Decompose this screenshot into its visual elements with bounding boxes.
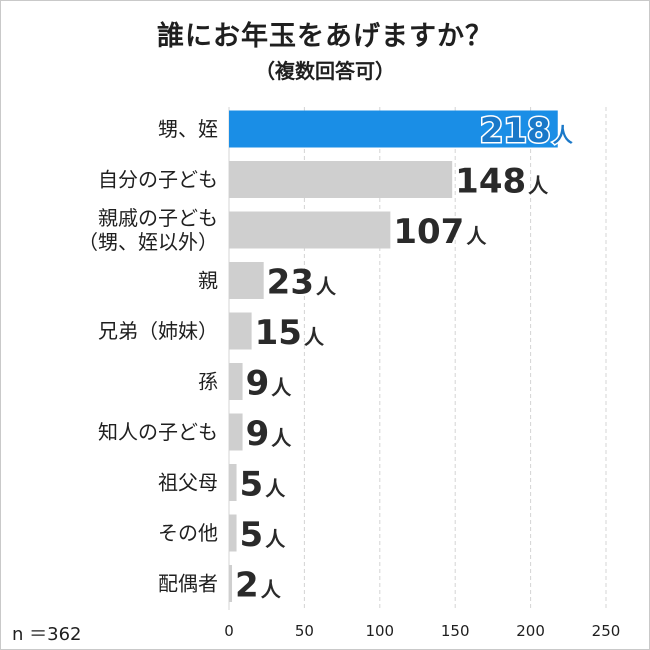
value-label: 107 人	[393, 212, 487, 252]
value-label: 218 人	[480, 111, 574, 151]
value-label: 15 人	[255, 313, 325, 353]
x-tick-label: 0	[224, 622, 234, 640]
chart-subtitle: （複数回答可）	[255, 59, 395, 83]
category-label: 孫	[198, 370, 218, 394]
category-label: （甥、姪以外）	[78, 230, 218, 254]
x-tick-label: 200	[516, 622, 545, 640]
chart-title: 誰にお年玉をあげますか？	[157, 21, 493, 52]
bar	[229, 161, 453, 198]
bar	[229, 262, 264, 299]
bar	[229, 110, 558, 148]
category-label: 親戚の子ども	[98, 206, 218, 230]
x-tick-label: 100	[365, 622, 394, 640]
category-label: 自分の子ども	[98, 168, 218, 192]
bar	[229, 565, 233, 602]
x-tick-label: 250	[592, 622, 621, 640]
bar	[229, 464, 237, 501]
bar-layer	[229, 110, 558, 602]
category-label: 祖父母	[158, 471, 218, 495]
bar	[229, 514, 237, 552]
sample-size-note: n ＝362	[12, 624, 82, 645]
category-label: 配偶者	[158, 572, 218, 596]
category-label: 甥、姪	[158, 117, 218, 141]
bar	[229, 211, 391, 249]
category-label: その他	[158, 521, 218, 545]
bar	[229, 312, 252, 350]
value-label-layer: 218 人 148 人 107 人 23 人 15 人 9 人 9 人 5 人 5 人 2 人	[235, 110, 575, 606]
bar	[229, 363, 243, 400]
value-label: 23 人	[267, 263, 337, 303]
category-label: 知人の子ども	[98, 420, 218, 444]
x-tick-layer: 0 50 100 150 200 250	[224, 622, 620, 640]
x-tick-label: 50	[295, 622, 314, 640]
bar	[229, 413, 243, 451]
x-tick-label: 150	[441, 622, 470, 640]
category-label: 親	[198, 269, 218, 293]
value-label: 148 人	[455, 162, 549, 202]
category-label: 兄弟（姉妹）	[98, 319, 218, 343]
